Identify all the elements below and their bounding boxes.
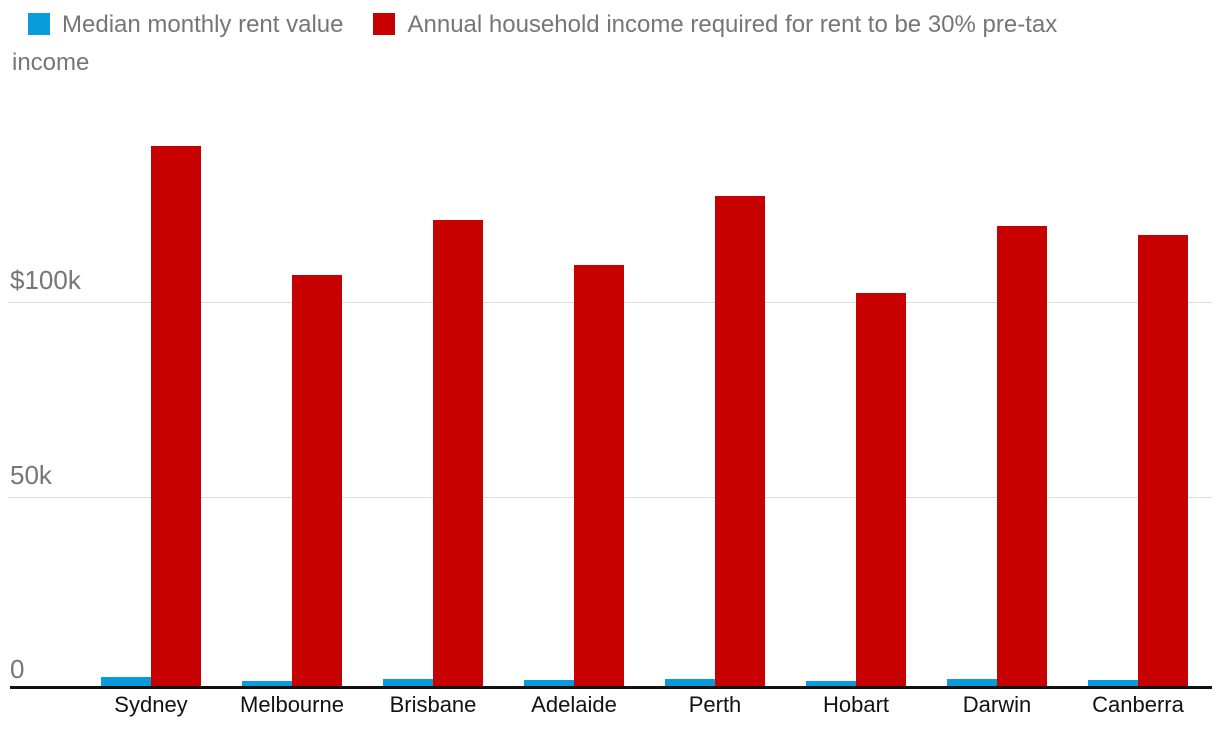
x-axis-line — [10, 686, 1212, 689]
x-category-label: Brisbane — [389, 692, 477, 717]
bar-median-rent — [806, 681, 856, 689]
legend-label: Median monthly rent value — [62, 11, 344, 38]
y-tick-label: 50k — [10, 460, 52, 490]
x-category-label: Perth — [688, 692, 742, 717]
x-category-label: Hobart — [822, 692, 890, 717]
legend-item: Median monthly rent value — [28, 11, 343, 38]
bar-income-required — [1138, 235, 1188, 689]
bar-median-rent — [383, 679, 433, 689]
bar-income-required — [997, 226, 1047, 689]
bar-income-required — [574, 265, 624, 689]
x-category-label: Sydney — [114, 692, 188, 717]
y-tick-label: $100k — [10, 265, 81, 295]
legend-swatch-icon — [28, 13, 50, 35]
bar-income-required — [433, 220, 483, 689]
bar-median-rent — [947, 679, 997, 689]
legend-label: Annual household income required for ren… — [12, 11, 1058, 76]
x-category-label: Adelaide — [531, 692, 617, 717]
bar-income-required — [151, 146, 201, 689]
legend-swatch-icon — [373, 13, 396, 35]
x-category-label: Canberra — [1092, 692, 1184, 717]
bar-median-rent — [1088, 680, 1138, 689]
x-category-label: Melbourne — [240, 692, 344, 717]
bar-median-rent — [242, 681, 292, 689]
legend-item: Annual household income required for ren… — [12, 11, 1057, 76]
bar-income-required — [292, 275, 342, 689]
bar-median-rent — [665, 679, 715, 689]
bar-income-required — [715, 196, 765, 689]
bar-median-rent — [524, 680, 574, 689]
bar-income-required — [856, 293, 906, 689]
y-tick-label: 0 — [10, 654, 25, 684]
x-category-label: Darwin — [962, 692, 1032, 717]
chart-legend: Median monthly rent value Annual househol… — [12, 6, 1122, 82]
